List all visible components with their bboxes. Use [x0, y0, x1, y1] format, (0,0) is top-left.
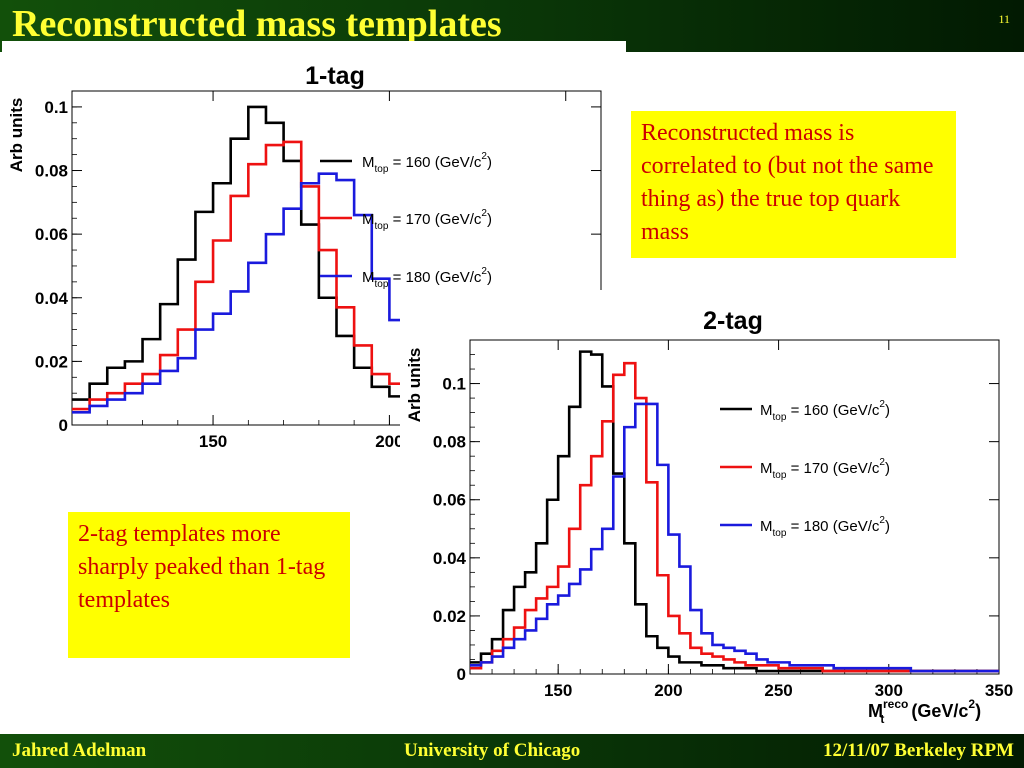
y-axis-label: Arb units — [405, 348, 424, 423]
legend-rest: = 170 (GeV/c — [786, 460, 879, 477]
legend-close: ) — [885, 402, 890, 419]
legend-m: M — [362, 154, 375, 171]
x-axis-label-sup2: 2 — [968, 697, 975, 711]
x-tick-label: 250 — [764, 681, 792, 700]
y-tick-label: 0.06 — [433, 491, 466, 510]
y-tick-label: 0 — [59, 416, 68, 435]
footer-institution: University of Chicago — [404, 740, 581, 761]
y-tick-label: 0.04 — [433, 549, 467, 568]
legend-sub: top — [375, 279, 389, 290]
legend-sub: top — [773, 412, 787, 423]
legend-m: M — [362, 269, 375, 286]
footer-author: Jahred Adelman — [12, 740, 147, 761]
y-tick-label: 0.06 — [35, 225, 68, 244]
legend-m: M — [760, 402, 773, 419]
legend-entry: Mtop = 180 (GeV/c2) — [362, 266, 492, 290]
legend-rest: = 160 (GeV/c — [388, 154, 481, 171]
chart-title: 2-tag — [703, 307, 763, 335]
legend-rest: = 170 (GeV/c — [388, 211, 481, 228]
legend-sub: top — [375, 221, 389, 232]
y-tick-label: 0.08 — [35, 162, 68, 181]
footer-date-event: 12/11/07 Berkeley RPM — [822, 740, 1014, 761]
slide-footer: Jahred Adelman University of Chicago 12/… — [0, 734, 1024, 768]
callout-reconstructed-mass: Reconstructed mass is correlated to (but… — [631, 111, 956, 258]
legend-m: M — [760, 460, 773, 477]
histogram-series-2 — [470, 361, 999, 673]
y-tick-label: 0.08 — [433, 433, 466, 452]
y-tick-label: 0.1 — [442, 375, 466, 394]
x-axis-label-m: M — [868, 701, 883, 721]
x-axis-label: Mreco t (GeV/c2) — [868, 697, 981, 726]
chart-title: 1-tag — [305, 62, 365, 90]
legend-sup: 2 — [481, 151, 487, 162]
legend-sup: 2 — [879, 515, 885, 526]
y-tick-label: 0.1 — [44, 98, 68, 117]
slide-title: Reconstructed mass templates — [12, 3, 502, 45]
legend-entry: Mtop = 180 (GeV/c2) — [760, 515, 890, 539]
y-tick-label: 0.02 — [35, 352, 68, 371]
legend-close: ) — [487, 269, 492, 286]
legend-rest: = 180 (GeV/c — [388, 269, 481, 286]
legend-sub: top — [773, 470, 787, 481]
legend-entry: Mtop = 170 (GeV/c2) — [760, 457, 890, 481]
legend-sup: 2 — [879, 399, 885, 410]
y-tick-label: 0.02 — [433, 607, 466, 626]
plot-frame — [71, 90, 602, 426]
legend-entry: Mtop = 170 (GeV/c2) — [362, 208, 492, 232]
callout-2tag-peaked: 2-tag templates more sharply peaked than… — [68, 512, 350, 658]
legend-sub: top — [375, 164, 389, 175]
x-tick-label: 150 — [544, 681, 572, 700]
histogram-series-3 — [470, 402, 999, 673]
legend-rest: = 180 (GeV/c — [786, 518, 879, 535]
slide-number: 11 — [998, 12, 1010, 26]
legend-rest: = 160 (GeV/c — [786, 402, 879, 419]
legend-sup: 2 — [879, 457, 885, 468]
x-tick-label: 350 — [985, 681, 1013, 700]
legend-m: M — [362, 211, 375, 228]
x-tick-label: 200 — [654, 681, 682, 700]
legend-m: M — [760, 518, 773, 535]
y-axis-label: Arb units — [7, 98, 26, 173]
legend-sub: top — [773, 528, 787, 539]
legend-sup: 2 — [481, 266, 487, 277]
legend-close: ) — [885, 460, 890, 477]
x-axis-label-sub: t — [880, 712, 884, 726]
x-tick-label: 150 — [199, 432, 227, 451]
legend-close: ) — [487, 211, 492, 228]
legend-close: ) — [487, 154, 492, 171]
plot-2tag: 2-tag Arb units 0 0.02 0.04 0.06 0.08 0.1 150 200… — [400, 290, 1024, 726]
x-axis-label-sup: reco — [883, 697, 908, 711]
y-tick-label: 0 — [457, 665, 466, 684]
x-axis-label-close: ) — [975, 701, 981, 721]
x-axis-label-rest: (GeV/c — [906, 701, 968, 721]
legend-entry: Mtop = 160 (GeV/c2) — [760, 399, 890, 423]
legend-close: ) — [885, 518, 890, 535]
legend-sup: 2 — [481, 208, 487, 219]
x-tick-label: 200 — [375, 432, 403, 451]
x-tick-label: 300 — [875, 681, 903, 700]
y-tick-label: 0.04 — [35, 289, 69, 308]
legend-entry: Mtop = 160 (GeV/c2) — [362, 151, 492, 175]
